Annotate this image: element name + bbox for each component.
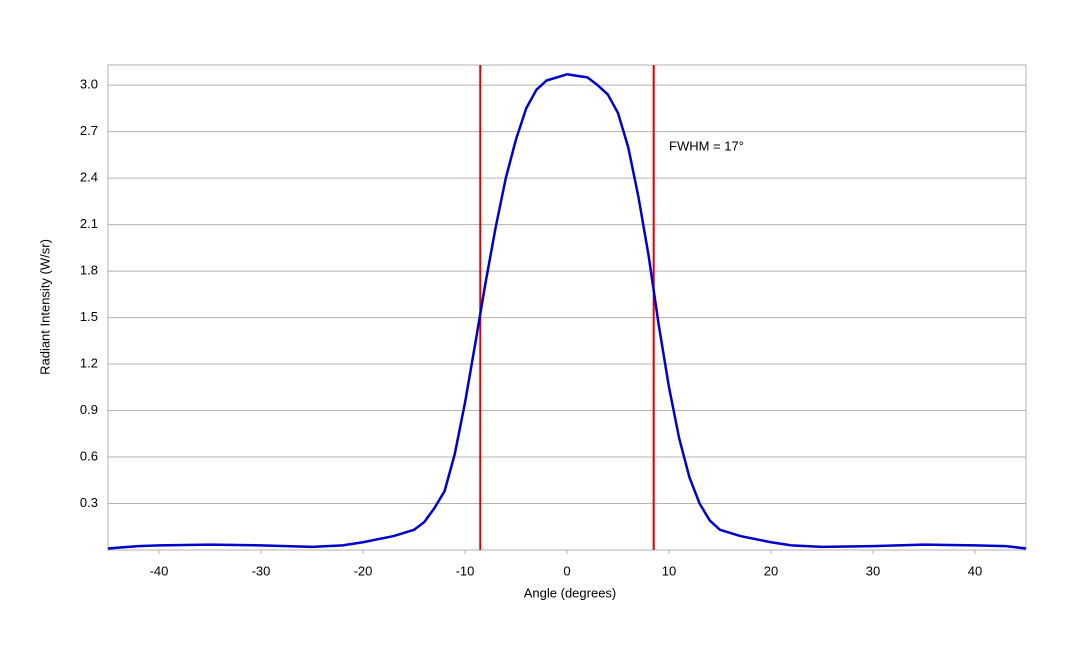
- x-tick-label: 40: [968, 563, 982, 578]
- x-tick-label: -40: [150, 563, 169, 578]
- y-tick-label: 2.4: [80, 170, 98, 185]
- annotation: FWHM = 17°: [669, 139, 744, 154]
- y-tick-label: 1.5: [80, 309, 98, 324]
- x-tick-label: 30: [866, 563, 880, 578]
- y-axis-label: Radiant Intensity (W/sr): [37, 239, 52, 375]
- x-tick-label: -30: [252, 563, 271, 578]
- x-tick-label: 0: [563, 563, 570, 578]
- x-tick-label: 20: [764, 563, 778, 578]
- y-tick-label: 2.1: [80, 216, 98, 231]
- x-tick-label: -10: [456, 563, 475, 578]
- y-tick-label: 0.3: [80, 495, 98, 510]
- y-tick-label: 0.9: [80, 402, 98, 417]
- y-tick-label: 1.8: [80, 263, 98, 278]
- y-tick-label: 0.6: [80, 448, 98, 463]
- x-tick-label: 10: [662, 563, 676, 578]
- plot-area: [107, 64, 1027, 551]
- y-tick-label: 1.2: [80, 355, 98, 370]
- y-tick-label: 2.7: [80, 123, 98, 138]
- x-axis-label: Angle (degrees): [524, 585, 617, 600]
- x-tick-label: -20: [354, 563, 373, 578]
- y-tick-label: 3.0: [80, 77, 98, 92]
- data-line: [107, 73, 1027, 550]
